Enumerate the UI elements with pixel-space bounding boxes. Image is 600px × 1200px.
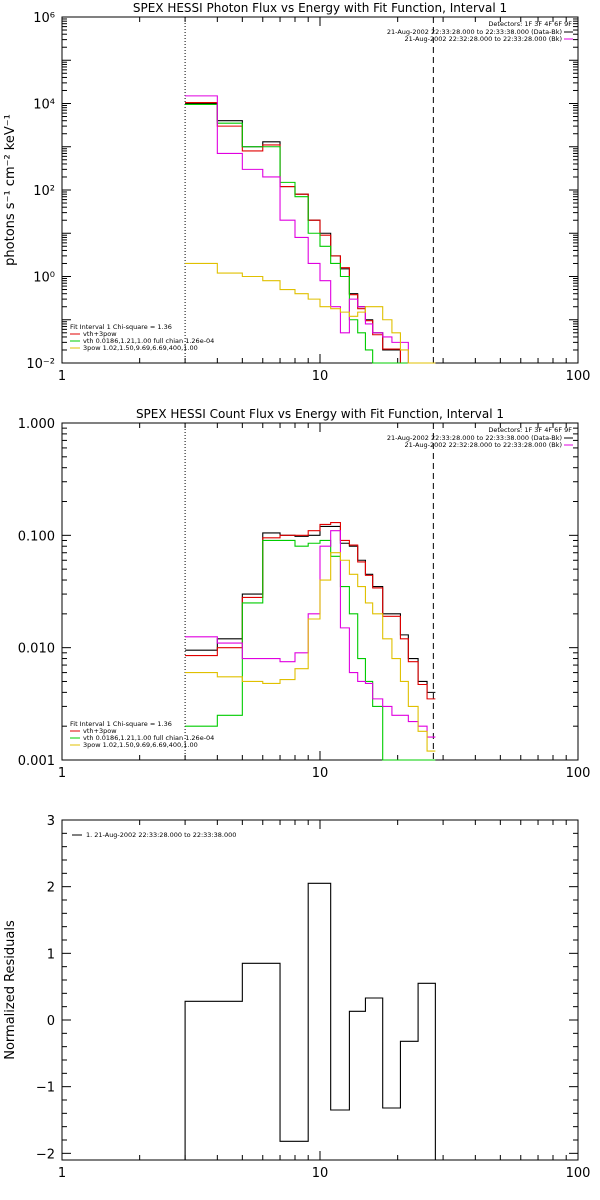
legend-label: 1. 21-Aug-2002 22:33:28.000 to 22:33:38.… bbox=[86, 831, 236, 839]
fit-legend-label: 3pow 1.02,1.50,9.69,6.69,400,1.00 bbox=[83, 741, 198, 749]
fit-legend-label: vth 0.0186,1.21,1.00 full chian 1.26e-04 bbox=[83, 337, 214, 345]
fit-legend-label: vth 0.0186,1.21,1.00 full chian 1.26e-04 bbox=[83, 734, 214, 742]
series-line-3 bbox=[185, 95, 436, 364]
time-interval-label: 21-Aug-2002 22:33:28.000 to 22:33:38.000… bbox=[387, 28, 562, 36]
y-tick-label: 3 bbox=[47, 814, 55, 829]
x-tick-label: 10 bbox=[312, 766, 329, 781]
time-interval-label: 21-Aug-2002 22:32:28.000 to 22:33:28.000… bbox=[405, 441, 562, 449]
y-tick-label: 1 bbox=[47, 947, 55, 962]
series-line-0 bbox=[184, 882, 436, 1160]
fit-legend-label: vth+3pow bbox=[83, 330, 117, 338]
x-tick-label: 100 bbox=[566, 369, 591, 384]
detectors-label: Detectors: 1F 3F 4F 6F 9F bbox=[488, 426, 572, 434]
y-tick-label: −1 bbox=[36, 1081, 55, 1096]
x-tick-label: 100 bbox=[566, 1166, 591, 1181]
y-tick-label: 0.100 bbox=[18, 529, 55, 544]
y-tick-label: 10⁶ bbox=[33, 11, 55, 26]
x-tick-label: 10 bbox=[312, 369, 329, 384]
y-tick-label: 10⁴ bbox=[33, 98, 55, 113]
y-tick-label: 0 bbox=[47, 1014, 55, 1029]
series-line-2 bbox=[185, 539, 436, 761]
y-tick-label: 10² bbox=[33, 184, 55, 199]
plot-frame bbox=[61, 819, 579, 1161]
x-tick-label: 1 bbox=[58, 369, 66, 384]
plot-frame bbox=[61, 16, 579, 364]
time-interval-label: 21-Aug-2002 22:33:28.000 to 22:33:38.000… bbox=[387, 434, 562, 442]
y-axis-label: Normalized Residuals bbox=[3, 920, 18, 1060]
time-interval-label: 21-Aug-2002 22:32:28.000 to 22:33:28.000… bbox=[405, 35, 562, 43]
chart-title: SPEX HESSI Photon Flux vs Energy with Fi… bbox=[133, 1, 507, 15]
y-tick-label: −2 bbox=[36, 1147, 55, 1162]
series-line-1 bbox=[185, 102, 436, 364]
y-tick-label: 10⁰ bbox=[33, 271, 55, 286]
y-tick-label: 0.001 bbox=[18, 754, 55, 769]
fit-info-label: Fit Interval 1 Chi-square = 1.36 bbox=[70, 323, 172, 331]
x-tick-label: 100 bbox=[566, 766, 591, 781]
y-tick-label: 0.010 bbox=[18, 642, 55, 657]
series-line-3 bbox=[185, 530, 436, 738]
y-tick-label: 10⁻² bbox=[26, 357, 55, 372]
y-axis-label: photons s⁻¹ cm⁻² keV⁻¹ bbox=[3, 114, 18, 266]
chart-title: SPEX HESSI Count Flux vs Energy with Fit… bbox=[136, 407, 504, 421]
detectors-label: Detectors: 1F 3F 4F 6F 9F bbox=[488, 20, 572, 28]
y-tick-label: 2 bbox=[47, 881, 55, 896]
series-line-1 bbox=[185, 521, 436, 700]
x-tick-label: 1 bbox=[58, 766, 66, 781]
fit-legend-label: vth+3pow bbox=[83, 727, 117, 735]
x-tick-label: 1 bbox=[58, 1166, 66, 1181]
fit-info-label: Fit Interval 1 Chi-square = 1.36 bbox=[70, 720, 172, 728]
series-line-0 bbox=[185, 525, 436, 693]
fit-legend-label: 3pow 1.02,1.50,9.69,6.69,400,1.00 bbox=[83, 344, 198, 352]
y-tick-label: 1.000 bbox=[18, 417, 55, 432]
series-line-2 bbox=[185, 103, 436, 364]
x-tick-label: 10 bbox=[312, 1166, 329, 1181]
series-line-4 bbox=[185, 552, 436, 752]
series-line-4 bbox=[185, 262, 436, 364]
